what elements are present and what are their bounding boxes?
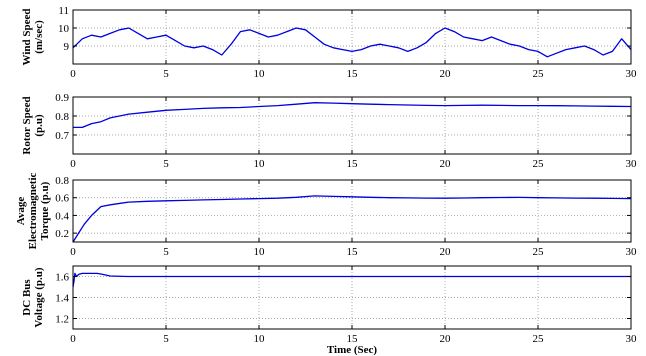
panel-1-xtick-label-3: 15 [347, 68, 359, 80]
panel-4-xlabel: Time (Sec) [327, 344, 378, 356]
panel-3-xtick-label-2: 10 [254, 246, 266, 258]
panel-1-ylabel-line-2: (m/sec) [33, 20, 45, 54]
panel-2-xtick-label-6: 30 [626, 158, 638, 170]
panel-4-xtick-label-5: 25 [533, 333, 545, 345]
panel-2-ytick-label-2: 0.9 [55, 92, 69, 104]
panel-1-ytick-label-1: 10 [58, 23, 70, 35]
panel-3-ytick-label-3: 0.8 [55, 175, 69, 187]
panel-3-xtick-label-5: 25 [533, 246, 545, 258]
panel-2-xtick-label-4: 20 [440, 158, 452, 170]
panel-4-xtick-label-6: 30 [626, 333, 638, 345]
panel-2-xtick-label-5: 25 [533, 158, 545, 170]
panel-3-ylabel-line-2: Electromagnetic [27, 173, 39, 250]
panel-1-series-line-1 [72, 27, 632, 58]
panel-3-xtick-label-0: 0 [70, 246, 76, 258]
panel-3-ytick-label-0: 0.2 [55, 228, 69, 240]
panel-1-xtick-label-0: 0 [70, 68, 76, 80]
panel-4-xtick-label-3: 15 [347, 333, 359, 345]
panel-3-xtick-label-3: 15 [347, 246, 359, 258]
panel-3-xtick-label-4: 20 [440, 246, 452, 258]
panel-3-ytick-label-2: 0.6 [55, 193, 69, 205]
panel-1-xtick-label-5: 25 [533, 68, 545, 80]
panel-2-ylabel-line-1: Rotor Speed [21, 96, 33, 154]
panel-2-xtick-label-2: 10 [254, 158, 266, 170]
panel-4-ytick-label-2: 1.6 [55, 272, 69, 284]
panel-4-ytick-label-1: 1.4 [55, 293, 69, 305]
panel-2-xtick-label-3: 15 [347, 158, 359, 170]
panel-2-ytick-label-1: 0.8 [55, 111, 69, 123]
panel-1-xtick-label-6: 30 [626, 68, 638, 80]
panel-1-xtick-label-2: 10 [254, 68, 266, 80]
panel-2-ytick-label-0: 0.7 [55, 130, 69, 142]
panel-1-xtick-label-1: 5 [163, 68, 169, 80]
panel-2-ylabel-line-2: (p.u) [33, 114, 45, 137]
panel-1-ytick-label-2: 11 [58, 5, 69, 17]
panel-4-xtick-label-0: 0 [70, 333, 76, 345]
panel-3-xtick-label-6: 30 [626, 246, 638, 258]
panel-3-ylabel-line-1: Avage [15, 197, 27, 226]
panel-3-ylabel-line-3: Torque (p.u) [39, 181, 51, 240]
panel-3-ytick-label-1: 0.4 [55, 210, 69, 222]
panel-2-xtick-label-1: 5 [163, 158, 169, 170]
panel-4-ylabel-line-2: Voltage (p.u) [33, 267, 45, 327]
panel-3-series-line-1 [72, 195, 632, 243]
panel-3-xtick-label-1: 5 [163, 246, 169, 258]
panel-4-xtick-label-1: 5 [163, 333, 169, 345]
panel-4-xtick-label-4: 20 [440, 333, 452, 345]
panel-4-ylabel-line-1: DC Bus [21, 279, 33, 316]
panel-1-ytick-label-0: 9 [64, 41, 70, 53]
panel-4-xtick-label-2: 10 [254, 333, 266, 345]
panel-2-series-line-1 [73, 102, 632, 129]
panel-1-xtick-label-4: 20 [440, 68, 452, 80]
panel-1-ylabel-line-1: Wind Speed [21, 9, 33, 66]
panel-4-ytick-label-0: 1.2 [55, 314, 69, 326]
panel-2-xtick-label-0: 0 [70, 158, 76, 170]
